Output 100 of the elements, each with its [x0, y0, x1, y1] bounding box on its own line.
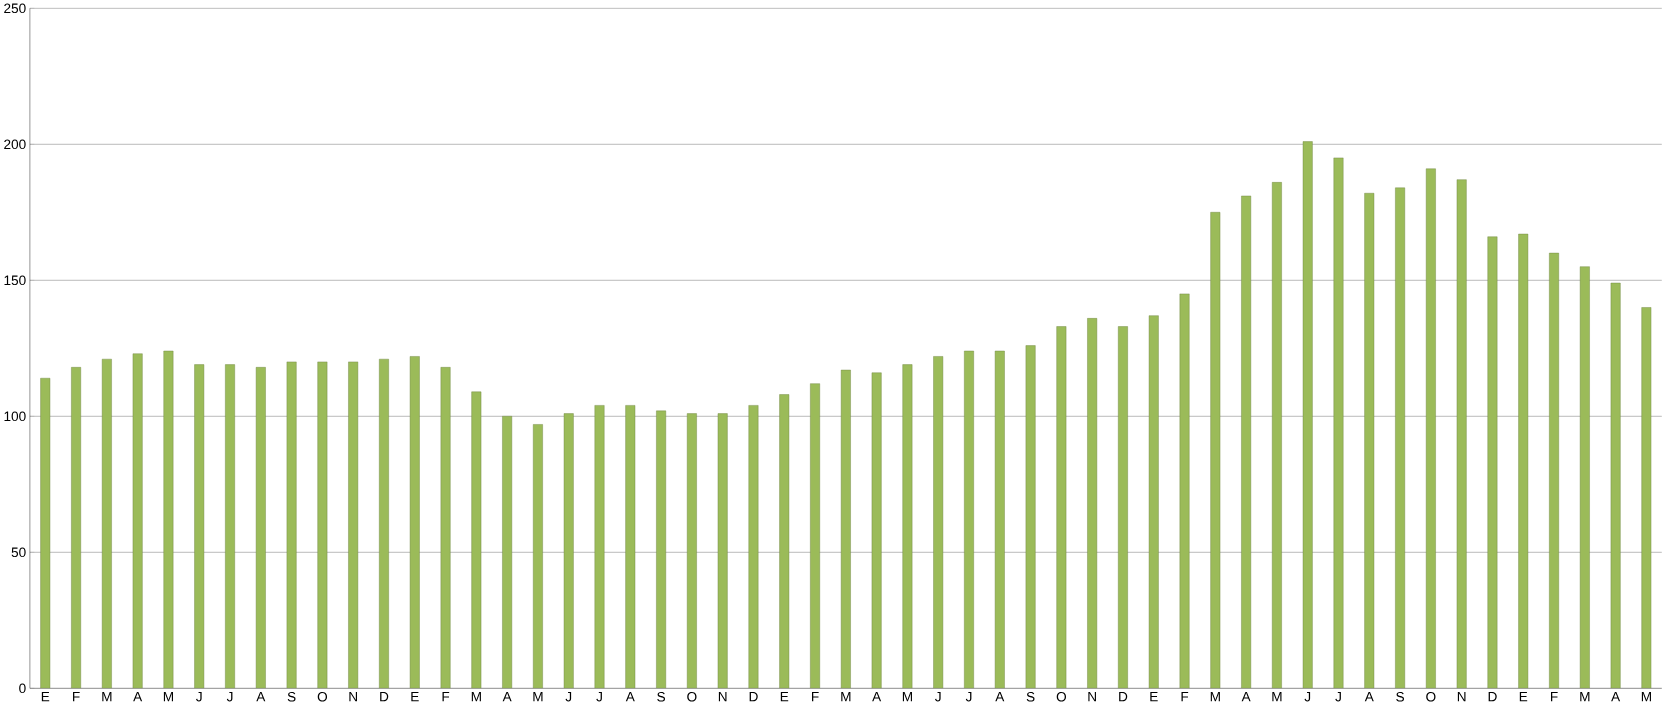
x-tick-label: F — [1551, 691, 1558, 702]
bar — [563, 413, 574, 689]
x-tick-label: A — [1611, 691, 1621, 702]
bar — [594, 405, 605, 689]
bar — [933, 356, 944, 689]
bar — [1579, 266, 1590, 689]
y-tick-label: 250 — [4, 3, 26, 14]
bar — [1487, 236, 1498, 689]
y-tick-label: 100 — [4, 411, 26, 422]
bar — [194, 364, 205, 689]
x-tick-label: F — [1181, 691, 1189, 702]
y-tick-label: 150 — [4, 275, 26, 286]
bar — [748, 405, 759, 689]
x-tick-label: A — [1364, 691, 1374, 702]
y-tick-label: 200 — [4, 139, 26, 150]
x-tick-label: D — [1488, 691, 1497, 702]
y-tick-label: 50 — [11, 547, 26, 558]
bar — [40, 377, 51, 689]
bar — [1179, 293, 1190, 689]
x-tick-label: M — [841, 691, 851, 702]
x-tick-label: M — [533, 691, 543, 702]
bar — [71, 367, 81, 689]
bar — [255, 367, 266, 689]
x-tick-label: F — [73, 691, 80, 702]
bar — [625, 405, 636, 689]
x-tick-label: J — [196, 691, 202, 702]
bar — [1456, 179, 1467, 689]
bar — [1087, 318, 1098, 689]
x-tick-label: A — [625, 691, 635, 702]
x-tick-label: A — [995, 691, 1005, 702]
bar — [717, 413, 728, 689]
y-tick-label: 0 — [19, 683, 26, 694]
x-tick-label: O — [1426, 691, 1436, 702]
bar — [1549, 252, 1559, 689]
x-tick-label: N — [1088, 691, 1096, 702]
bar — [1425, 168, 1436, 689]
bar — [902, 364, 913, 689]
x-tick-label: M — [471, 691, 481, 702]
x-tick-label: O — [687, 691, 697, 702]
bar — [686, 413, 697, 689]
x-tick-label: A — [256, 691, 266, 702]
x-tick-label: J — [226, 691, 233, 702]
x-tick-label: O — [317, 691, 328, 702]
bar — [1056, 326, 1067, 689]
x-tick-label: M — [1580, 691, 1590, 702]
bar — [1610, 282, 1621, 689]
bar — [1333, 157, 1344, 689]
x-tick-label: A — [872, 691, 882, 702]
bar — [409, 356, 420, 689]
bar — [1518, 233, 1529, 689]
x-tick-label: M — [1210, 691, 1220, 702]
bar — [1641, 307, 1652, 689]
bar — [163, 350, 174, 689]
bar — [225, 364, 235, 689]
bar — [317, 361, 328, 689]
x-tick-label: O — [1056, 691, 1067, 702]
bar — [1364, 192, 1375, 689]
x-tick-label: M — [1641, 691, 1651, 702]
bar — [1025, 345, 1036, 689]
x-tick-label: N — [1457, 691, 1466, 702]
bar — [533, 424, 543, 689]
x-tick-label: E — [41, 691, 50, 702]
x-tick-label: S — [1026, 691, 1035, 702]
bar — [1395, 187, 1405, 689]
x-tick-label: J — [965, 691, 972, 702]
x-tick-label: E — [1150, 691, 1158, 702]
x-tick-label: M — [163, 691, 173, 702]
bar — [779, 394, 790, 689]
x-tick-label: J — [1335, 691, 1341, 702]
x-tick-label: J — [1304, 691, 1311, 702]
x-tick-label: A — [133, 691, 143, 702]
x-tick-label: E — [1519, 691, 1528, 702]
x-tick-label: D — [380, 691, 389, 702]
x-tick-label: M — [102, 691, 112, 702]
bar — [1210, 212, 1221, 689]
x-tick-label: A — [1241, 691, 1251, 702]
bar — [964, 350, 974, 689]
x-tick-label: E — [780, 691, 789, 702]
x-tick-label: M — [902, 691, 912, 702]
x-tick-label: N — [718, 691, 727, 702]
bar — [502, 416, 513, 689]
bar — [440, 367, 451, 689]
bar — [1302, 141, 1313, 689]
x-tick-label: E — [411, 691, 419, 702]
bar — [132, 353, 143, 689]
x-tick-label: N — [349, 691, 357, 702]
x-tick-label: J — [935, 691, 941, 702]
x-tick-label: J — [565, 691, 572, 702]
bar — [1148, 315, 1159, 689]
x-tick-label: F — [442, 691, 450, 702]
x-tick-label: D — [1119, 691, 1128, 702]
bar — [348, 361, 359, 689]
bar — [840, 369, 851, 689]
bar — [471, 391, 482, 689]
bar — [1272, 182, 1282, 689]
bar — [101, 358, 112, 689]
bar — [994, 350, 1005, 689]
x-tick-label: F — [812, 691, 819, 702]
x-tick-label: S — [657, 691, 666, 702]
bar — [1118, 326, 1128, 689]
